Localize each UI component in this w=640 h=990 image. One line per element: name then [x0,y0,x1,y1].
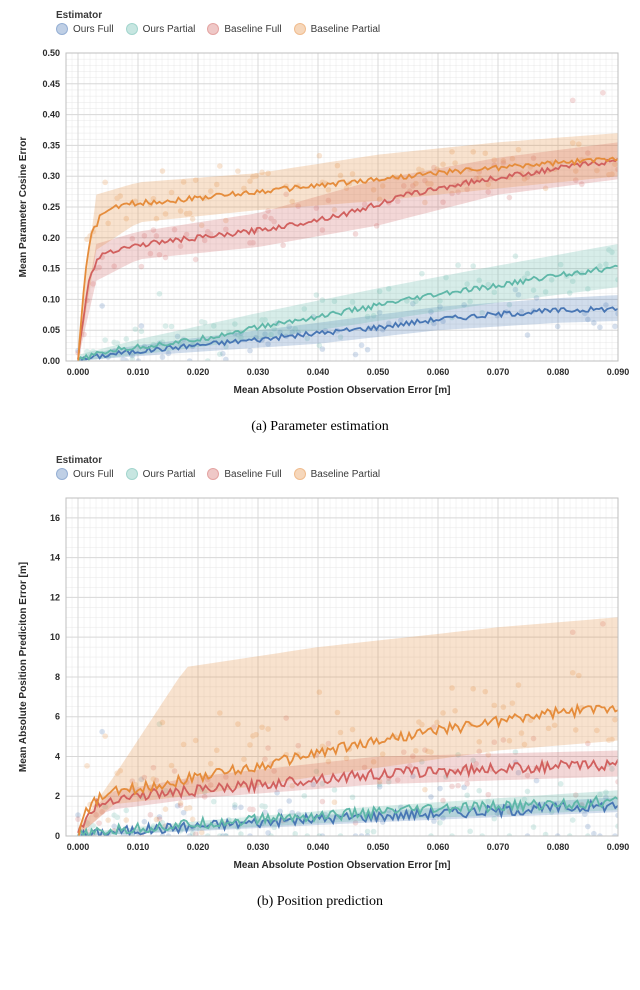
svg-text:0.010: 0.010 [127,842,150,852]
legend-title: Estimator [56,10,630,21]
svg-text:0.05: 0.05 [42,325,60,335]
legend-swatch [294,468,306,480]
svg-text:12: 12 [50,592,60,602]
legend-label: Baseline Full [224,469,281,480]
svg-text:0.080: 0.080 [547,367,570,377]
x-axis-label: Mean Absolute Postion Observation Error … [234,385,451,396]
legend-label: Ours Full [73,24,114,35]
legend-item: Baseline Partial [294,23,380,35]
svg-text:0.00: 0.00 [42,356,60,366]
legend-label: Ours Partial [143,24,196,35]
svg-text:0.070: 0.070 [487,367,510,377]
svg-text:0.090: 0.090 [607,842,630,852]
legend-item: Baseline Full [207,468,281,480]
svg-text:0.45: 0.45 [42,79,60,89]
legend-row: Ours Full Ours Partial Baseline Full Baseli… [56,468,630,480]
svg-text:10: 10 [50,632,60,642]
legend-swatch [126,23,138,35]
svg-text:0: 0 [55,831,60,841]
chart-caption: (b) Position prediction [10,894,630,910]
legend-item: Ours Full [56,23,114,35]
legend-label: Baseline Partial [311,469,380,480]
svg-text:0.050: 0.050 [367,842,390,852]
svg-text:0.070: 0.070 [487,842,510,852]
legend-row: Ours Full Ours Partial Baseline Full Baseli… [56,23,630,35]
svg-text:0.090: 0.090 [607,367,630,377]
svg-text:0.15: 0.15 [42,264,60,274]
svg-text:4: 4 [55,751,60,761]
svg-text:0.50: 0.50 [42,48,60,58]
chart-svg: 0.000 0.010 0.020 0.030 0.040 0.050 0.060 0.070… [10,41,630,411]
chart-svg: 0.000 0.010 0.020 0.030 0.040 0.050 0.060 0.070… [10,486,630,886]
svg-text:0.40: 0.40 [42,110,60,120]
svg-text:0.040: 0.040 [307,842,330,852]
svg-text:0.000: 0.000 [67,367,90,377]
chart-block: Estimator Ours Full Ours Partial Baseline F… [10,455,630,910]
chart-block: Estimator Ours Full Ours Partial Baseline F… [10,10,630,435]
svg-text:0.060: 0.060 [427,842,450,852]
legend-item: Ours Partial [126,468,196,480]
svg-text:0.040: 0.040 [307,367,330,377]
legend-swatch [56,468,68,480]
svg-text:8: 8 [55,672,60,682]
svg-text:0.050: 0.050 [367,367,390,377]
y-axis-label: Mean Parameter Cosine Error [18,137,29,278]
svg-text:0.35: 0.35 [42,140,60,150]
svg-text:14: 14 [50,553,60,563]
svg-text:6: 6 [55,712,60,722]
legend-swatch [207,468,219,480]
legend-swatch [56,23,68,35]
legend-label: Ours Partial [143,469,196,480]
svg-text:0.30: 0.30 [42,171,60,181]
legend-item: Baseline Partial [294,468,380,480]
legend-title: Estimator [56,455,630,466]
legend-item: Ours Partial [126,23,196,35]
legend-item: Baseline Full [207,23,281,35]
svg-text:0.000: 0.000 [67,842,90,852]
svg-text:0.020: 0.020 [187,367,210,377]
svg-text:0.10: 0.10 [42,294,60,304]
svg-text:0.060: 0.060 [427,367,450,377]
x-axis-label: Mean Absolute Postion Observation Error … [234,860,451,871]
legend-item: Ours Full [56,468,114,480]
figure-container: Estimator Ours Full Ours Partial Baseline F… [10,10,630,910]
chart-caption: (a) Parameter estimation [10,419,630,435]
legend-label: Baseline Full [224,24,281,35]
svg-text:2: 2 [55,791,60,801]
y-axis-label: Mean Absolute Position Prediciton Error … [18,562,29,772]
legend-swatch [126,468,138,480]
legend-label: Baseline Partial [311,24,380,35]
svg-text:0.20: 0.20 [42,233,60,243]
svg-text:16: 16 [50,513,60,523]
svg-text:0.030: 0.030 [247,367,270,377]
legend-swatch [294,23,306,35]
svg-text:0.020: 0.020 [187,842,210,852]
svg-text:0.25: 0.25 [42,202,60,212]
legend-swatch [207,23,219,35]
svg-text:0.030: 0.030 [247,842,270,852]
svg-text:0.080: 0.080 [547,842,570,852]
legend-label: Ours Full [73,469,114,480]
svg-text:0.010: 0.010 [127,367,150,377]
